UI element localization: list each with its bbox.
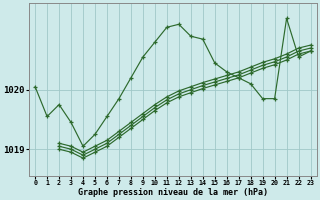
X-axis label: Graphe pression niveau de la mer (hPa): Graphe pression niveau de la mer (hPa) bbox=[78, 188, 268, 197]
